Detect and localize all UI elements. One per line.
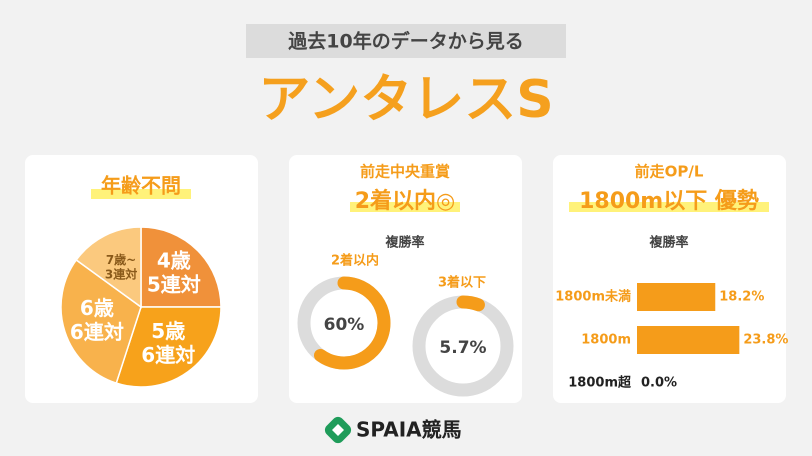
slice-label: 3連対 [105, 266, 137, 281]
panel-title: 年齢不問 [101, 174, 181, 198]
panel-subtitle: 複勝率 [384, 235, 424, 251]
pie-slice [140, 226, 222, 308]
logo [324, 416, 352, 444]
bar-value: 0.0% [641, 376, 677, 391]
bar-category: 1800m超 [568, 375, 632, 391]
panel-subtitle: 複勝率 [648, 235, 688, 251]
panel-title: 前走OP/L [635, 163, 704, 181]
bar-category: 1800m [581, 333, 631, 348]
bar-value: 18.2% [719, 290, 764, 305]
subtitle-box [246, 24, 566, 58]
footer-brand: SPAIA競馬 [356, 418, 462, 442]
donut-value: 5.7% [439, 338, 486, 358]
pie-slice [75, 226, 142, 309]
donut-arc [313, 276, 391, 370]
pie-slice [60, 258, 142, 385]
slice-category: 5歳 [151, 319, 185, 343]
highlight [91, 189, 191, 199]
bar [637, 283, 716, 311]
donut-value: 60% [324, 315, 365, 335]
highlight [350, 202, 460, 212]
slice-label: 6連対 [70, 320, 124, 344]
panel-headline: 1800m以下 優勢 [579, 188, 759, 214]
slice-category: 7歳~ [106, 252, 136, 267]
header-subtitle: 過去10年のデータから見る [288, 30, 523, 53]
slice-label: 5連対 [147, 273, 201, 297]
panel-headline: 2着以内◎ [355, 188, 456, 214]
donut-arc [456, 295, 485, 312]
slice-category: 4歳 [157, 249, 191, 273]
pie-slice [115, 306, 222, 388]
slice-category: 6歳 [80, 296, 114, 320]
panel [289, 155, 522, 403]
highlight [569, 202, 769, 212]
slice-label: 6連対 [141, 343, 195, 367]
bar-value: 23.8% [743, 333, 788, 348]
donut-category: 3着以下 [438, 275, 486, 291]
bar [637, 326, 740, 354]
header-title: アンタレスS [258, 70, 553, 130]
bar-category: 1800m未満 [555, 289, 631, 305]
panel-title: 前走中央重賞 [360, 163, 450, 181]
donut-category: 2着以内 [331, 253, 379, 269]
